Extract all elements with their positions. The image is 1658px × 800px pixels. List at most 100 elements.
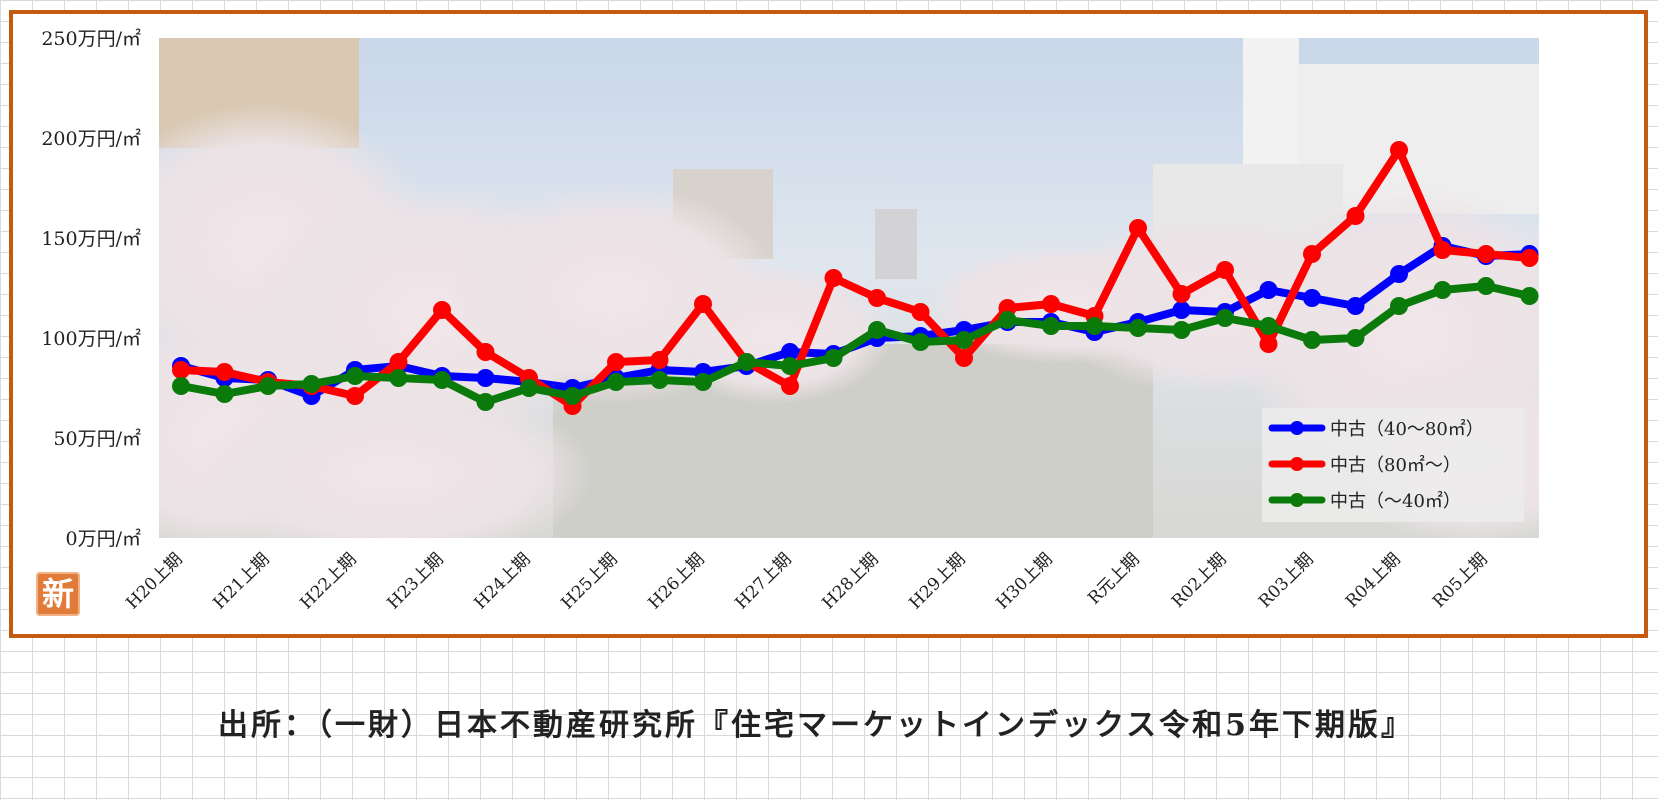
data-point bbox=[911, 333, 930, 351]
data-point bbox=[1346, 329, 1365, 347]
x-tick-label: R03上期 bbox=[1255, 549, 1318, 612]
data-point bbox=[781, 343, 799, 361]
data-point bbox=[1216, 309, 1234, 327]
chart-frame: 0万円/㎡ 50万円/㎡ 100万円/㎡ 150万円/㎡ 200万円/㎡ 250万円/㎡ … bbox=[9, 10, 1648, 638]
source-caption: 出所：（一財）日本不動産研究所『住宅マーケットインデックス令和5年下期版』 bbox=[218, 708, 1414, 743]
x-tick-label: H27上期 bbox=[732, 549, 796, 613]
x-tick-label: H24上期 bbox=[471, 549, 535, 613]
x-tick-label: H23上期 bbox=[384, 549, 448, 613]
data-point bbox=[1172, 301, 1191, 319]
x-tick-label: H30上期 bbox=[993, 549, 1057, 613]
data-point bbox=[476, 343, 495, 361]
series-2 bbox=[172, 141, 1539, 415]
data-point bbox=[1477, 245, 1495, 263]
data-point bbox=[781, 357, 799, 375]
legend: 中古（40～80㎡） 中古（80㎡～） 中古（～40㎡） bbox=[1262, 408, 1524, 522]
data-point bbox=[1172, 285, 1191, 303]
y-tick-label: 200万円/㎡ bbox=[41, 127, 141, 150]
data-point bbox=[1303, 245, 1321, 263]
data-point bbox=[868, 289, 886, 307]
new-badge-icon: 新 bbox=[36, 572, 80, 616]
series-layer bbox=[172, 141, 1539, 415]
data-point bbox=[694, 295, 712, 313]
y-tick-label: 0万円/㎡ bbox=[66, 527, 142, 550]
data-point bbox=[1433, 241, 1452, 259]
x-tick-label: R05上期 bbox=[1429, 549, 1492, 612]
legend-label: 中古（40～80㎡） bbox=[1330, 418, 1484, 440]
data-point bbox=[346, 387, 364, 405]
data-point bbox=[868, 321, 886, 339]
y-tick-label: 50万円/㎡ bbox=[53, 427, 141, 450]
data-point bbox=[607, 353, 625, 371]
data-point bbox=[955, 331, 973, 349]
data-point bbox=[955, 349, 973, 367]
data-point bbox=[1303, 289, 1321, 307]
legend-label: 中古（～40㎡） bbox=[1330, 490, 1461, 512]
y-tick-label: 100万円/㎡ bbox=[41, 327, 141, 350]
data-point bbox=[1259, 335, 1278, 353]
data-point bbox=[1390, 297, 1408, 315]
legend-marker bbox=[1290, 493, 1304, 507]
data-point bbox=[520, 379, 538, 397]
data-point bbox=[1433, 281, 1452, 299]
x-tick-label: H28上期 bbox=[819, 549, 883, 613]
data-point bbox=[563, 387, 582, 405]
x-tick-label: R04上期 bbox=[1342, 549, 1405, 612]
x-axis: H20上期 H21上期 H22上期 H23上期 H24上期 H25上期 H26上期 H27上期… bbox=[123, 549, 1492, 613]
data-point bbox=[1042, 295, 1060, 313]
series-3 bbox=[172, 277, 1539, 411]
line-chart: 0万円/㎡50万円/㎡100万円/㎡150万円/㎡200万円/㎡250万円/㎡ … bbox=[41, 27, 1539, 613]
data-point bbox=[1346, 297, 1365, 315]
data-point bbox=[607, 373, 625, 391]
data-point bbox=[346, 367, 364, 385]
data-point bbox=[1390, 265, 1408, 283]
data-point bbox=[1042, 317, 1060, 335]
data-point bbox=[1390, 141, 1408, 159]
data-point bbox=[824, 269, 843, 287]
data-point bbox=[389, 353, 408, 371]
data-point bbox=[694, 373, 712, 391]
y-tick-label: 250万円/㎡ bbox=[41, 27, 141, 50]
data-point bbox=[998, 311, 1017, 329]
x-tick-label: H20上期 bbox=[123, 549, 187, 613]
data-point bbox=[476, 369, 495, 387]
data-point bbox=[1259, 317, 1278, 335]
data-point bbox=[737, 353, 756, 371]
data-point bbox=[1303, 331, 1321, 349]
data-point bbox=[302, 375, 321, 393]
x-tick-label: H26上期 bbox=[645, 549, 709, 613]
legend-marker bbox=[1290, 421, 1304, 435]
data-point bbox=[1129, 319, 1147, 337]
data-point bbox=[1216, 261, 1234, 279]
data-point bbox=[1346, 207, 1365, 225]
data-point bbox=[476, 393, 495, 411]
data-point bbox=[215, 363, 234, 381]
data-point bbox=[911, 303, 930, 321]
data-point bbox=[433, 371, 451, 389]
legend-label: 中古（80㎡～） bbox=[1330, 454, 1461, 476]
data-point bbox=[1085, 317, 1104, 335]
data-point bbox=[1172, 321, 1191, 339]
data-point bbox=[1477, 277, 1495, 295]
x-tick-label: H29上期 bbox=[906, 549, 970, 613]
data-point bbox=[1520, 287, 1539, 305]
y-axis: 0万円/㎡ 50万円/㎡ 100万円/㎡ 150万円/㎡ 200万円/㎡ 250万円/㎡ bbox=[41, 27, 141, 550]
x-tick-label: R元上期 bbox=[1084, 549, 1143, 608]
data-point bbox=[650, 371, 669, 389]
x-tick-label: H22上期 bbox=[297, 549, 361, 613]
data-point bbox=[172, 377, 190, 395]
series-line bbox=[177, 146, 1534, 410]
legend-marker bbox=[1290, 457, 1304, 471]
data-point bbox=[781, 377, 799, 395]
y-tick-label: 150万円/㎡ bbox=[41, 227, 141, 250]
data-point bbox=[433, 301, 451, 319]
data-point bbox=[172, 361, 190, 379]
data-point bbox=[650, 351, 669, 369]
data-point bbox=[215, 385, 234, 403]
x-tick-label: R02上期 bbox=[1168, 549, 1231, 612]
data-point bbox=[259, 377, 277, 395]
data-point bbox=[824, 349, 843, 367]
data-point bbox=[1259, 281, 1278, 299]
x-tick-label: H21上期 bbox=[210, 549, 274, 613]
data-point bbox=[1520, 249, 1539, 267]
